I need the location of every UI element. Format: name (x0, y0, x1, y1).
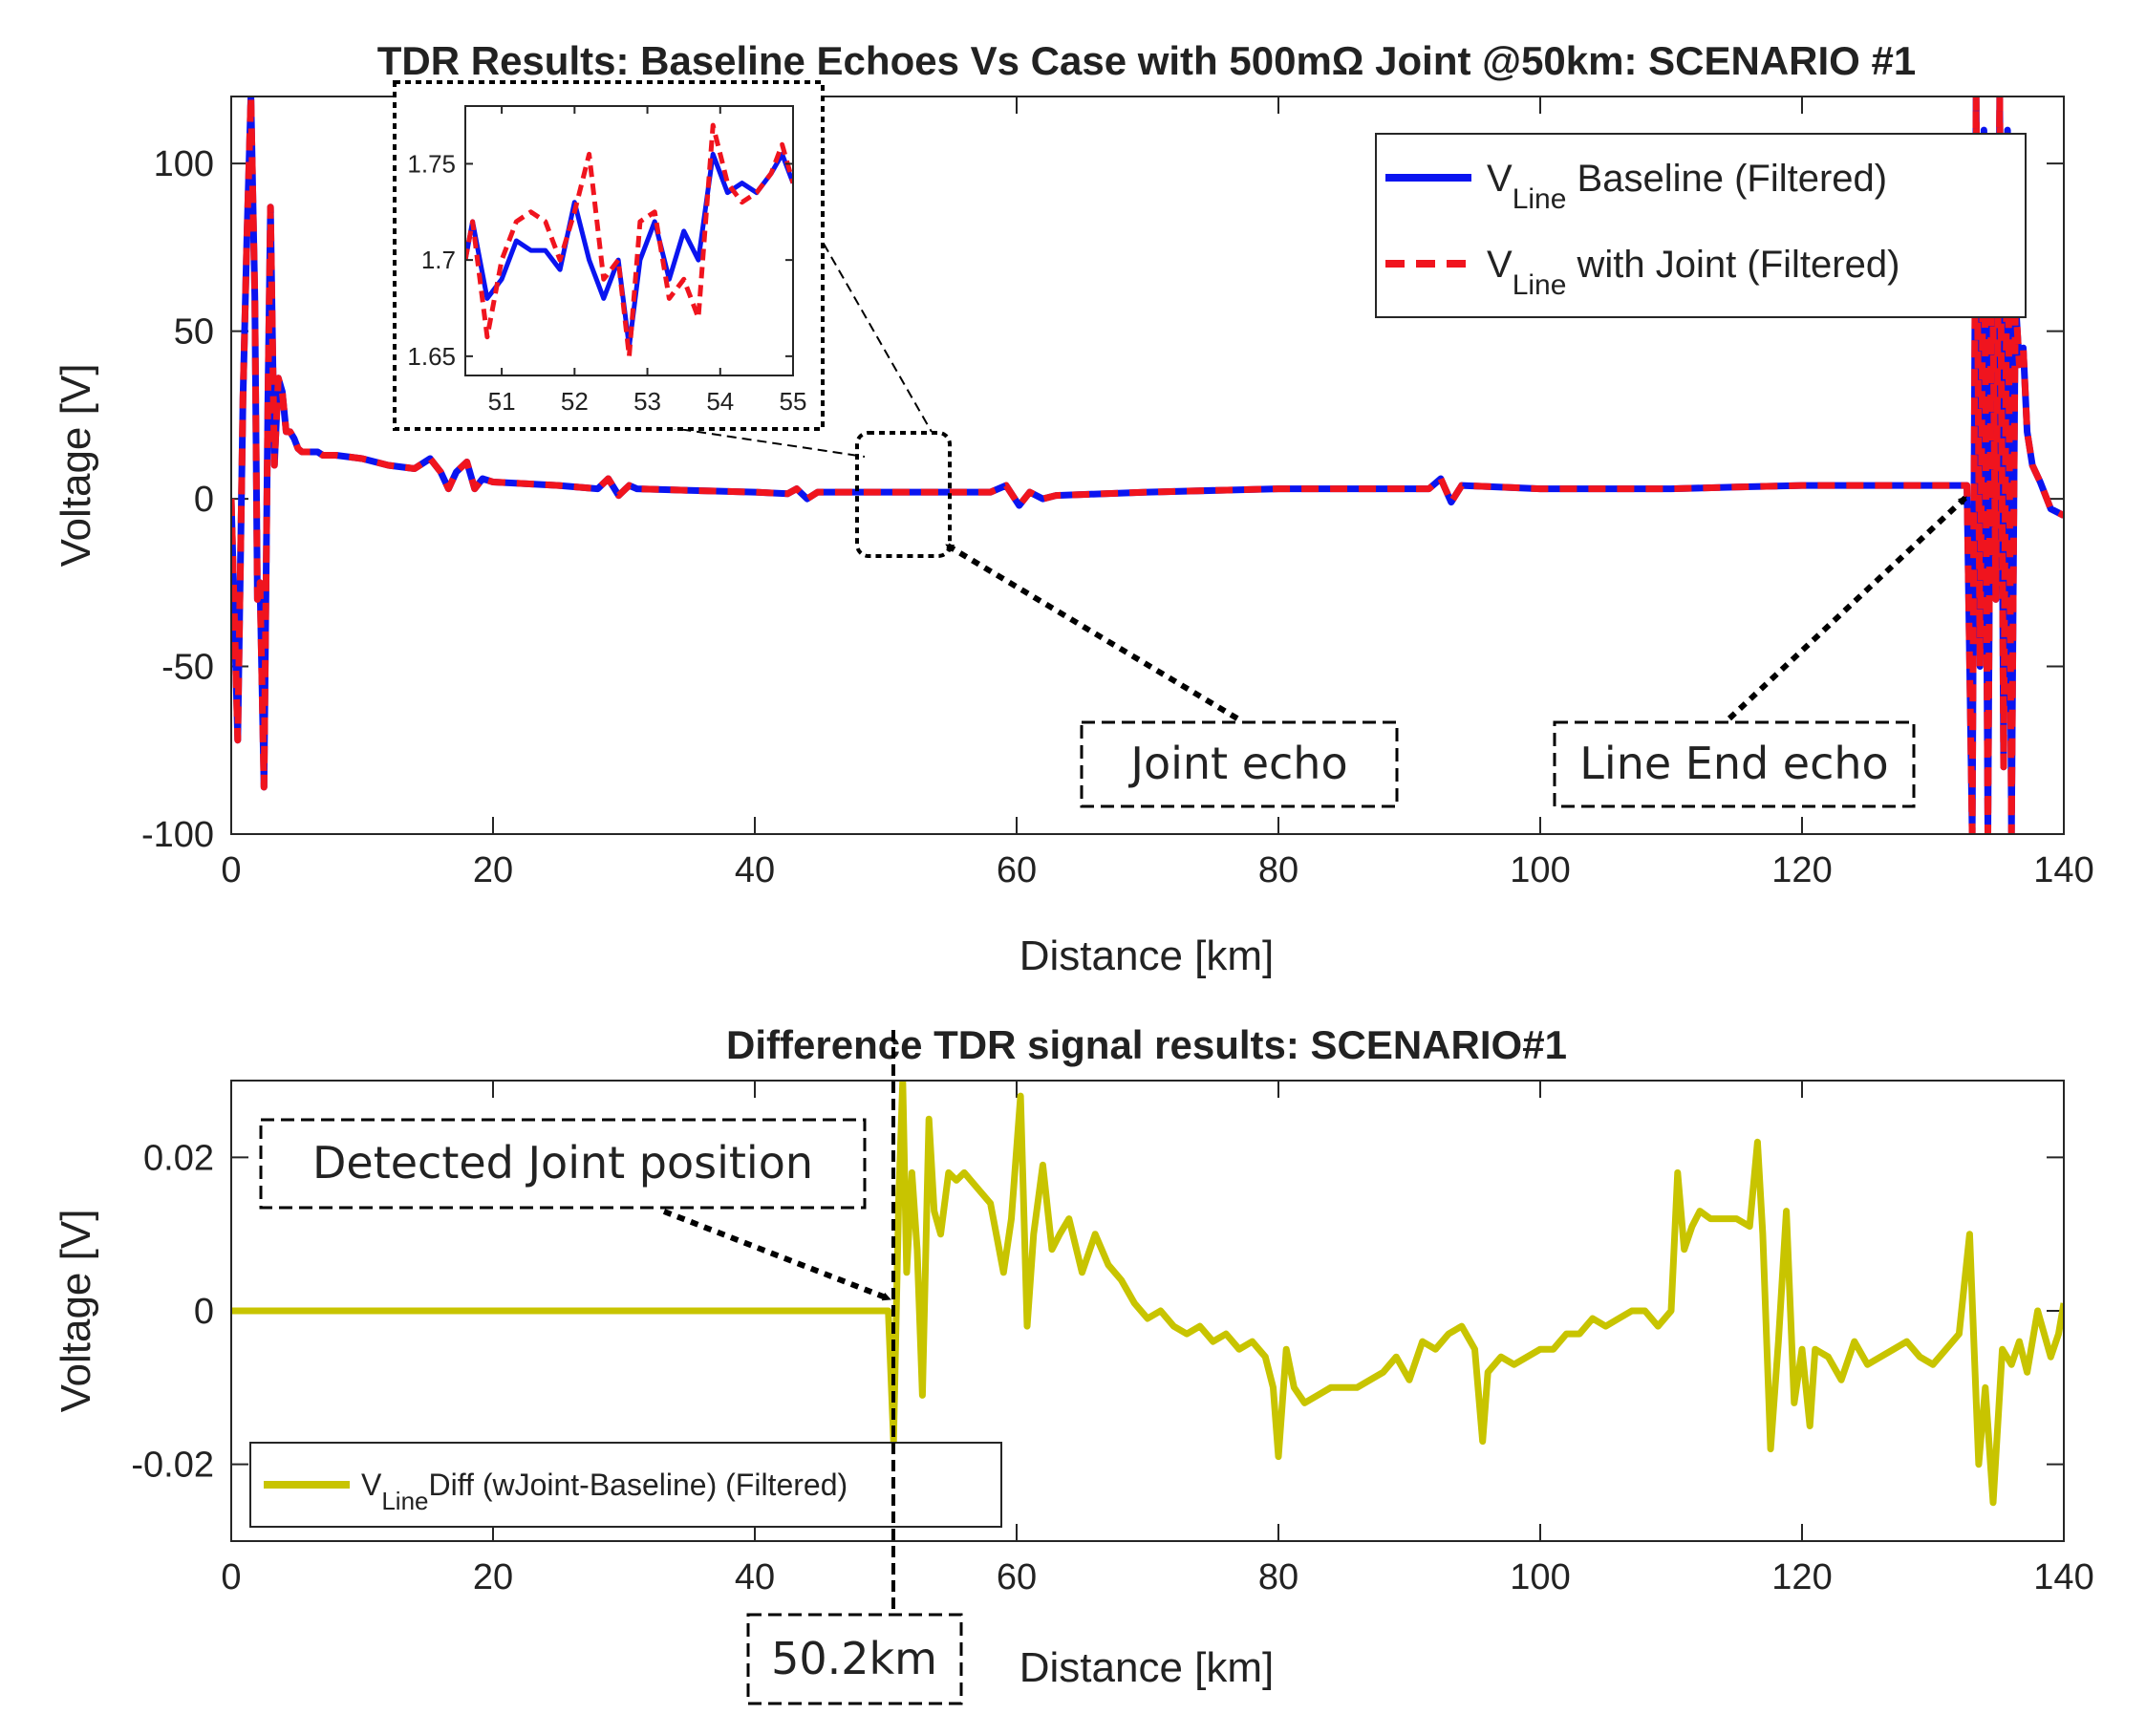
inset-joint-line (465, 122, 793, 359)
joint-distance-annotation: 50.2km (746, 1613, 963, 1705)
y-tick-label: 50 (174, 312, 214, 353)
x-tick-label: 20 (473, 1557, 513, 1597)
legend-baseline-label: VLine Baseline (Filtered) (1487, 158, 1887, 215)
top-chart-ylabel: Voltage [V] (53, 364, 99, 568)
x-tick-label: 53 (633, 387, 661, 416)
bottom-legend-box (249, 1442, 1002, 1528)
joint-echo-label: Joint echo (1127, 738, 1347, 789)
x-tick-label: 0 (221, 1557, 241, 1597)
x-tick-label: 140 (2033, 850, 2093, 890)
y-tick-label: -100 (141, 815, 214, 855)
bottom-series-diff-line (231, 1081, 2064, 1507)
inset-axes-box (464, 105, 794, 376)
joint-distance-label: 50.2km (771, 1633, 937, 1684)
x-tick-label: 40 (735, 850, 775, 890)
zoom-connector-upper (823, 243, 933, 433)
joint-distance-box (746, 1613, 963, 1705)
x-tick-label: 100 (1510, 1557, 1570, 1597)
line-end-echo-label: Line End echo (1579, 738, 1888, 789)
detected-joint-arrow (662, 1209, 892, 1302)
bottom-chart-ylabel: Voltage [V] (53, 1210, 99, 1413)
y-tick-label: 0.02 (143, 1138, 214, 1178)
x-tick-label: 60 (997, 1557, 1037, 1597)
legend-diff-label: VLineDiff (wJoint-Baseline) (Filtered) (361, 1468, 848, 1515)
x-tick-label: 120 (1771, 1557, 1832, 1597)
x-tick-label: 51 (488, 387, 516, 416)
inset-tick-labels: 51 52 53 54 55 1.65 1.7 1.75 (407, 149, 806, 416)
top-chart-title: TDR Results: Baseline Echoes Vs Case wit… (377, 38, 1916, 83)
x-tick-label: 80 (1258, 1557, 1298, 1597)
bottom-chart: Difference TDR signal results: SCENARIO#… (53, 1022, 2094, 1705)
zoom-region-box (855, 431, 952, 558)
x-tick-label: 55 (780, 387, 807, 416)
top-chart-axes-box (230, 96, 2065, 835)
bottom-chart-legend: VLineDiff (wJoint-Baseline) (Filtered) (249, 1442, 1002, 1528)
inset-frame (393, 80, 825, 431)
bottom-chart-title: Difference TDR signal results: SCENARIO#… (726, 1022, 1567, 1067)
bottom-chart-xlabel: Distance [km] (1019, 1644, 1275, 1691)
joint-echo-box (1080, 720, 1399, 808)
detected-joint-annotation: Detected Joint position (259, 1118, 892, 1302)
line-end-echo-annotation: Line End echo (1553, 494, 1969, 808)
top-chart-xlabel: Distance [km] (1019, 932, 1275, 979)
y-tick-label: -50 (161, 648, 214, 688)
detected-joint-box (259, 1118, 867, 1210)
x-tick-label: 54 (706, 387, 734, 416)
x-tick-label: 80 (1258, 850, 1298, 890)
joint-echo-arrow (944, 542, 1239, 721)
top-chart: TDR Results: Baseline Echoes Vs Case wit… (53, 38, 2094, 979)
bottom-chart-plot-area (231, 1081, 2064, 1507)
y-tick-label: 0 (194, 480, 214, 520)
y-tick-label: 0 (194, 1292, 214, 1332)
y-tick-label: 1.75 (407, 149, 456, 178)
top-chart-legend: VLine Baseline (Filtered) VLine with Joi… (1375, 133, 2027, 318)
line-end-echo-arrow (1727, 494, 1969, 721)
line-end-echo-box (1553, 720, 1916, 808)
x-tick-label: 60 (997, 850, 1037, 890)
legend-joint-label: VLine with Joint (Filtered) (1487, 244, 1899, 301)
x-tick-label: 140 (2033, 1557, 2093, 1597)
top-series-joint-line (231, 96, 2064, 834)
zoom-connector-lower (620, 419, 866, 458)
bottom-chart-axes-box (230, 1080, 2065, 1542)
inset-ticks (465, 106, 794, 375)
y-tick-label: -0.02 (131, 1446, 214, 1486)
x-tick-label: 120 (1771, 850, 1832, 890)
bottom-chart-tick-labels: 0 20 40 60 80 100 120 140 -0.02 0 0.02 (131, 1138, 2093, 1597)
inset-chart: 51 52 53 54 55 1.65 1.7 1.75 (393, 80, 825, 431)
x-tick-label: 0 (221, 850, 241, 890)
joint-echo-annotation: Joint echo (944, 542, 1399, 808)
detected-joint-label: Detected Joint position (312, 1137, 813, 1189)
top-chart-tick-labels: 0 20 40 60 80 100 120 140 -100 -50 0 50 100 (141, 144, 2094, 890)
top-chart-plot-area (231, 96, 2064, 834)
y-tick-label: 100 (154, 144, 214, 184)
x-tick-label: 40 (735, 1557, 775, 1597)
top-legend-box (1375, 133, 2027, 318)
x-tick-label: 20 (473, 850, 513, 890)
y-tick-label: 1.7 (421, 246, 456, 274)
x-tick-label: 100 (1510, 850, 1570, 890)
y-tick-label: 1.65 (407, 342, 456, 371)
x-tick-label: 52 (561, 387, 589, 416)
